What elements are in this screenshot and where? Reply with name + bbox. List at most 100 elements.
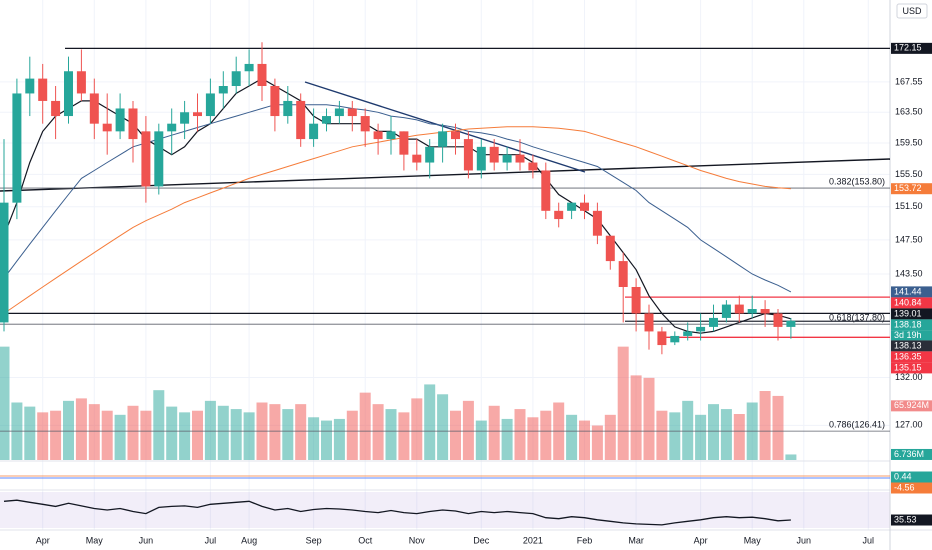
macd-badge: 0.44: [891, 471, 932, 483]
candle-body: [102, 123, 112, 132]
price-badge-bg: [891, 319, 932, 331]
volume-bar: [643, 377, 655, 460]
candle-body: [373, 131, 383, 140]
volume-bar: [230, 409, 242, 460]
y-tick-label: 151.50: [895, 201, 923, 211]
volume-badge: 65.924M: [891, 400, 932, 412]
volume-badge: 6.736M: [891, 449, 932, 460]
volume-badge-label: 6.736M: [894, 449, 924, 459]
candle-body: [12, 93, 22, 203]
price-badge: 139.01: [891, 308, 932, 320]
volume-bar: [475, 420, 487, 460]
fib-label: 0.786(126.41): [829, 420, 885, 430]
volume-bar: [372, 404, 384, 460]
countdown: 3d 19h: [894, 330, 922, 340]
candle-body: [231, 71, 241, 87]
candle-body: [244, 63, 254, 72]
x-tick-label: Oct: [358, 535, 373, 545]
volume-bar: [579, 420, 590, 460]
volume-bar: [295, 404, 307, 460]
volume-bar: [243, 412, 255, 460]
volume-bar: [282, 409, 294, 460]
y-tick-label: 132.00: [895, 372, 923, 382]
candle-body: [115, 108, 125, 132]
price-badge: 135.15: [891, 362, 932, 374]
candle-body: [580, 202, 589, 211]
price-badge-bg: [891, 42, 932, 54]
volume-bar: [192, 410, 203, 460]
candle-body: [167, 123, 177, 132]
candle-body: [657, 331, 667, 346]
macd-badge-bg: [891, 482, 932, 494]
volume-bar: [695, 414, 707, 460]
candle-body: [64, 71, 73, 117]
price-badge-label: 141.44: [894, 286, 922, 296]
candle-body: [193, 112, 202, 117]
countdown-bg: [891, 330, 932, 341]
volume-bar: [24, 406, 36, 460]
volume-bar: [75, 398, 87, 460]
price-badge-bg: [891, 362, 932, 374]
volume-bar: [385, 409, 397, 460]
candle-body: [709, 317, 718, 327]
volume-bar: [669, 412, 681, 460]
price-badge-bg: [891, 351, 932, 363]
volume-bar: [308, 417, 320, 460]
y-tick-label: 167.55: [895, 76, 923, 86]
price-badge-bg: [891, 308, 932, 320]
candle-body: [773, 313, 783, 327]
price-badge: 136.35: [891, 351, 932, 363]
price-badge-label: 138.13: [894, 340, 922, 350]
volume-bar: [708, 404, 719, 460]
currency: USD: [902, 6, 922, 16]
candle-body: [670, 335, 680, 343]
x-tick-label: Apr: [694, 535, 708, 545]
volume-bar: [63, 400, 74, 460]
candle-body: [334, 108, 344, 117]
candle-body: [283, 100, 293, 117]
price-badge-label: 138.18: [894, 319, 922, 329]
volume-bar: [540, 410, 552, 460]
candle-body: [528, 162, 538, 171]
volume-bar: [450, 410, 461, 460]
price-badge-bg: [891, 297, 932, 309]
price-badge-label: 153.72: [894, 183, 922, 193]
price-badge: 153.72: [891, 183, 932, 195]
candle-body: [425, 146, 435, 163]
volume-badge-bg: [891, 448, 932, 460]
volume-bar: [411, 398, 423, 460]
price-badge: 138.13: [891, 340, 932, 352]
volume-bar: [101, 410, 113, 460]
candle-body: [270, 86, 280, 117]
candle-body: [721, 304, 731, 318]
volume-bar: [720, 409, 732, 460]
volume-bar: [656, 410, 668, 460]
volume-bar: [772, 395, 784, 460]
x-tick-label: Jul: [863, 535, 875, 545]
price-layer: 0.382(153.80) 0.618(137.80) 0.786(126.41): [0, 42, 890, 432]
price-badge-bg: [891, 183, 932, 195]
candle-body: [128, 108, 138, 140]
volume-bar: [682, 400, 694, 460]
volume-bar: [591, 425, 603, 460]
volume-bar: [88, 404, 100, 460]
candle-body: [631, 286, 641, 314]
volume-bar: [527, 417, 539, 460]
candle-body: [541, 170, 551, 211]
volume-bar: [514, 409, 526, 460]
volume-bar: [437, 394, 449, 460]
volume-bar: [179, 412, 191, 460]
candle-body: [360, 116, 370, 132]
candle-body: [0, 202, 9, 323]
candle-body: [257, 63, 267, 87]
price-badge: 140.84: [891, 297, 932, 309]
rsi-line: [3, 499, 791, 526]
x-tick-label: 2021: [523, 535, 543, 545]
candle-body: [476, 146, 486, 171]
candle-body: [154, 131, 164, 187]
volume-bar: [759, 391, 771, 460]
volume-bar: [359, 392, 371, 460]
volume-bar: [37, 412, 49, 460]
